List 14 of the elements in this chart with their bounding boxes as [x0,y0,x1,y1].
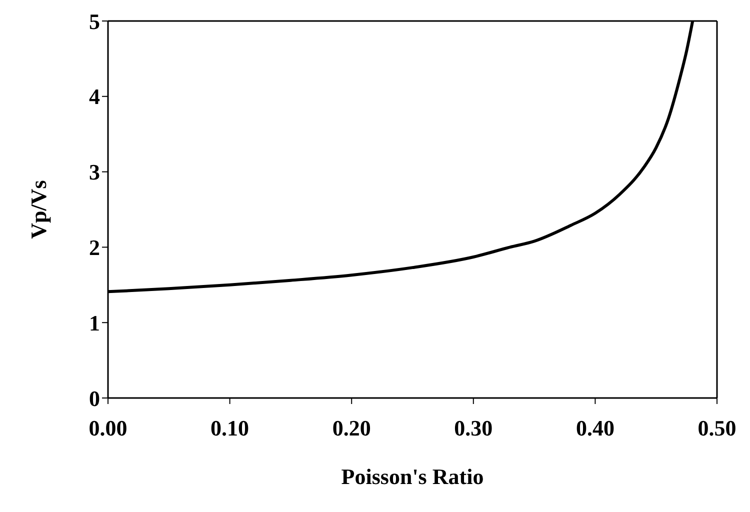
y-tick-label: 1 [89,310,100,336]
y-tick-label: 0 [89,386,100,411]
y-tick-label: 2 [89,235,100,260]
x-tick-label: 0.50 [698,416,736,441]
y-tick-label: 5 [89,8,100,34]
y-axis-title: Vp/Vs [26,180,51,239]
x-tick-label: 0.40 [576,416,614,441]
x-tick-label: 0.00 [88,416,128,441]
y-tick-label: 3 [89,160,100,185]
x-tick-label: 0.20 [332,416,371,441]
x-tick-label: 0.10 [210,416,250,441]
x-axis-title: Poisson's Ratio [341,464,484,489]
y-tick-label: 4 [89,84,100,110]
x-tick-label: 0.30 [454,416,493,441]
